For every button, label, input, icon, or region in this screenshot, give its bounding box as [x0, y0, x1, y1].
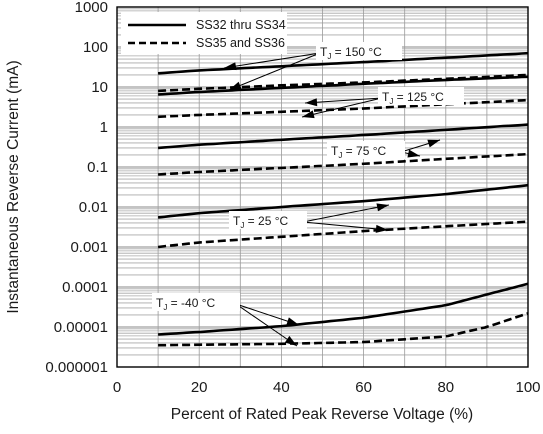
annotation-arrowhead: [286, 317, 299, 325]
annotation-label: TJ = -40 °C: [156, 296, 215, 312]
y-tick-label: 0.01: [79, 199, 108, 216]
series-line-ss35-ss36-group-0: [158, 73, 529, 93]
x-tick-label: 60: [355, 379, 372, 396]
annotation-arrowhead: [427, 139, 440, 148]
x-axis-title: Percent of Rated Peak Reverse Voltage (%…: [171, 406, 473, 423]
series-line-ss32-ss34-group-3: [157, 183, 529, 219]
annotation-leader: [223, 52, 321, 69]
grid: [117, 7, 528, 368]
annotation-value: = -40 °C: [167, 296, 215, 310]
series-line-ss32-ss34-group-2: [157, 123, 529, 150]
legend: SS32 thru SS34 SS35 and SS36: [128, 18, 286, 50]
legend-background: [121, 12, 287, 54]
y-tick-label: 100: [83, 39, 108, 56]
legend-label-ss32-ss34: SS32 thru SS34: [196, 18, 286, 32]
annotation-label-bg: [152, 293, 240, 311]
y-tick-label: 0.00001: [54, 319, 108, 336]
annotation-leader: [235, 303, 298, 347]
legend-label-ss35-ss36: SS35 and SS36: [196, 36, 285, 50]
annotation-symbol: T: [382, 90, 390, 104]
annotation-label: TJ = 125 °C: [382, 90, 444, 106]
annotation-arrowhead: [224, 62, 237, 71]
y-tick-label: 0.0001: [62, 279, 108, 296]
annotation-subscript: J: [327, 52, 331, 61]
x-tick-label: 40: [273, 379, 290, 396]
annotation-arrowhead: [229, 81, 242, 90]
y-tick-label: 0.000001: [45, 359, 108, 376]
annotation-leader: [302, 221, 389, 231]
annotations: TJ = 150 °CTJ = 125 °CTJ = 75 °CTJ = 25 …: [152, 42, 464, 347]
x-tick-label: 0: [113, 379, 121, 396]
annotation-group-3: TJ = 25 °C: [229, 203, 390, 233]
annotation-symbol: T: [156, 296, 164, 310]
tick-labels: 10001001010.10.010.0010.00010.000010.000…: [45, 0, 540, 396]
annotation-arrowhead: [305, 98, 318, 107]
y-tick-label: 1: [100, 119, 108, 136]
series-line-ss35-ss36-group-2: [158, 152, 529, 176]
series-line-ss32-ss34-group-1: [158, 75, 529, 96]
annotation-label: TJ = 25 °C: [233, 214, 289, 230]
annotation-arrowhead: [284, 335, 297, 346]
annotation-value: = 125 °C: [393, 90, 444, 104]
annotation-arrowhead: [302, 110, 315, 119]
x-tick-label: 80: [437, 379, 454, 396]
plot-frame: [116, 6, 529, 368]
annotation-group-2: TJ = 75 °C: [327, 139, 441, 160]
annotation-value: = 150 °C: [331, 45, 382, 59]
y-tick-label: 10: [91, 79, 108, 96]
annotation-leader: [228, 52, 321, 91]
annotation-arrowhead: [407, 149, 420, 158]
annotation-leader: [302, 204, 390, 223]
annotation-arrowhead: [375, 224, 388, 233]
series-lines: [157, 51, 529, 347]
annotation-value: = 25 °C: [244, 214, 288, 228]
series-line-ss35-ss36-group-3: [157, 220, 529, 249]
annotation-subscript: J: [163, 303, 167, 312]
annotation-leader: [304, 97, 383, 104]
annotation-label-bg: [229, 211, 307, 229]
annotation-symbol: T: [233, 214, 241, 228]
annotation-label-bg: [378, 87, 464, 105]
series-line-ss35-ss36-group-1: [158, 98, 529, 119]
annotation-label: TJ = 150 °C: [320, 45, 382, 61]
annotation-subscript: J: [389, 97, 393, 106]
annotation-group-4: TJ = -40 °C: [152, 293, 300, 347]
annotation-subscript: J: [338, 151, 342, 160]
annotation-arrowhead: [376, 203, 389, 212]
annotation-label-bg: [316, 42, 402, 60]
series-line-ss35-ss36-group-4: [158, 312, 529, 347]
annotation-symbol: T: [331, 144, 339, 158]
y-tick-label: 0.001: [70, 239, 108, 256]
series-line-ss32-ss34-group-4: [158, 282, 529, 336]
series-line-ss32-ss34-group-0: [158, 51, 529, 75]
annotation-symbol: T: [320, 45, 328, 59]
annotation-subscript: J: [240, 221, 244, 230]
y-tick-label: 0.1: [87, 159, 108, 176]
y-tick-label: 1000: [75, 0, 108, 16]
x-tick-label: 20: [191, 379, 208, 396]
annotation-label: TJ = 75 °C: [331, 144, 387, 160]
annotation-group-1: TJ = 125 °C: [301, 87, 464, 119]
annotation-group-0: TJ = 150 °C: [223, 42, 402, 91]
annotation-leader: [301, 97, 383, 118]
annotation-value: = 75 °C: [342, 144, 386, 158]
y-axis-title: Instantaneous Reverse Current (mA): [5, 60, 22, 313]
x-tick-label: 100: [515, 379, 540, 396]
annotation-label-bg: [327, 141, 405, 159]
